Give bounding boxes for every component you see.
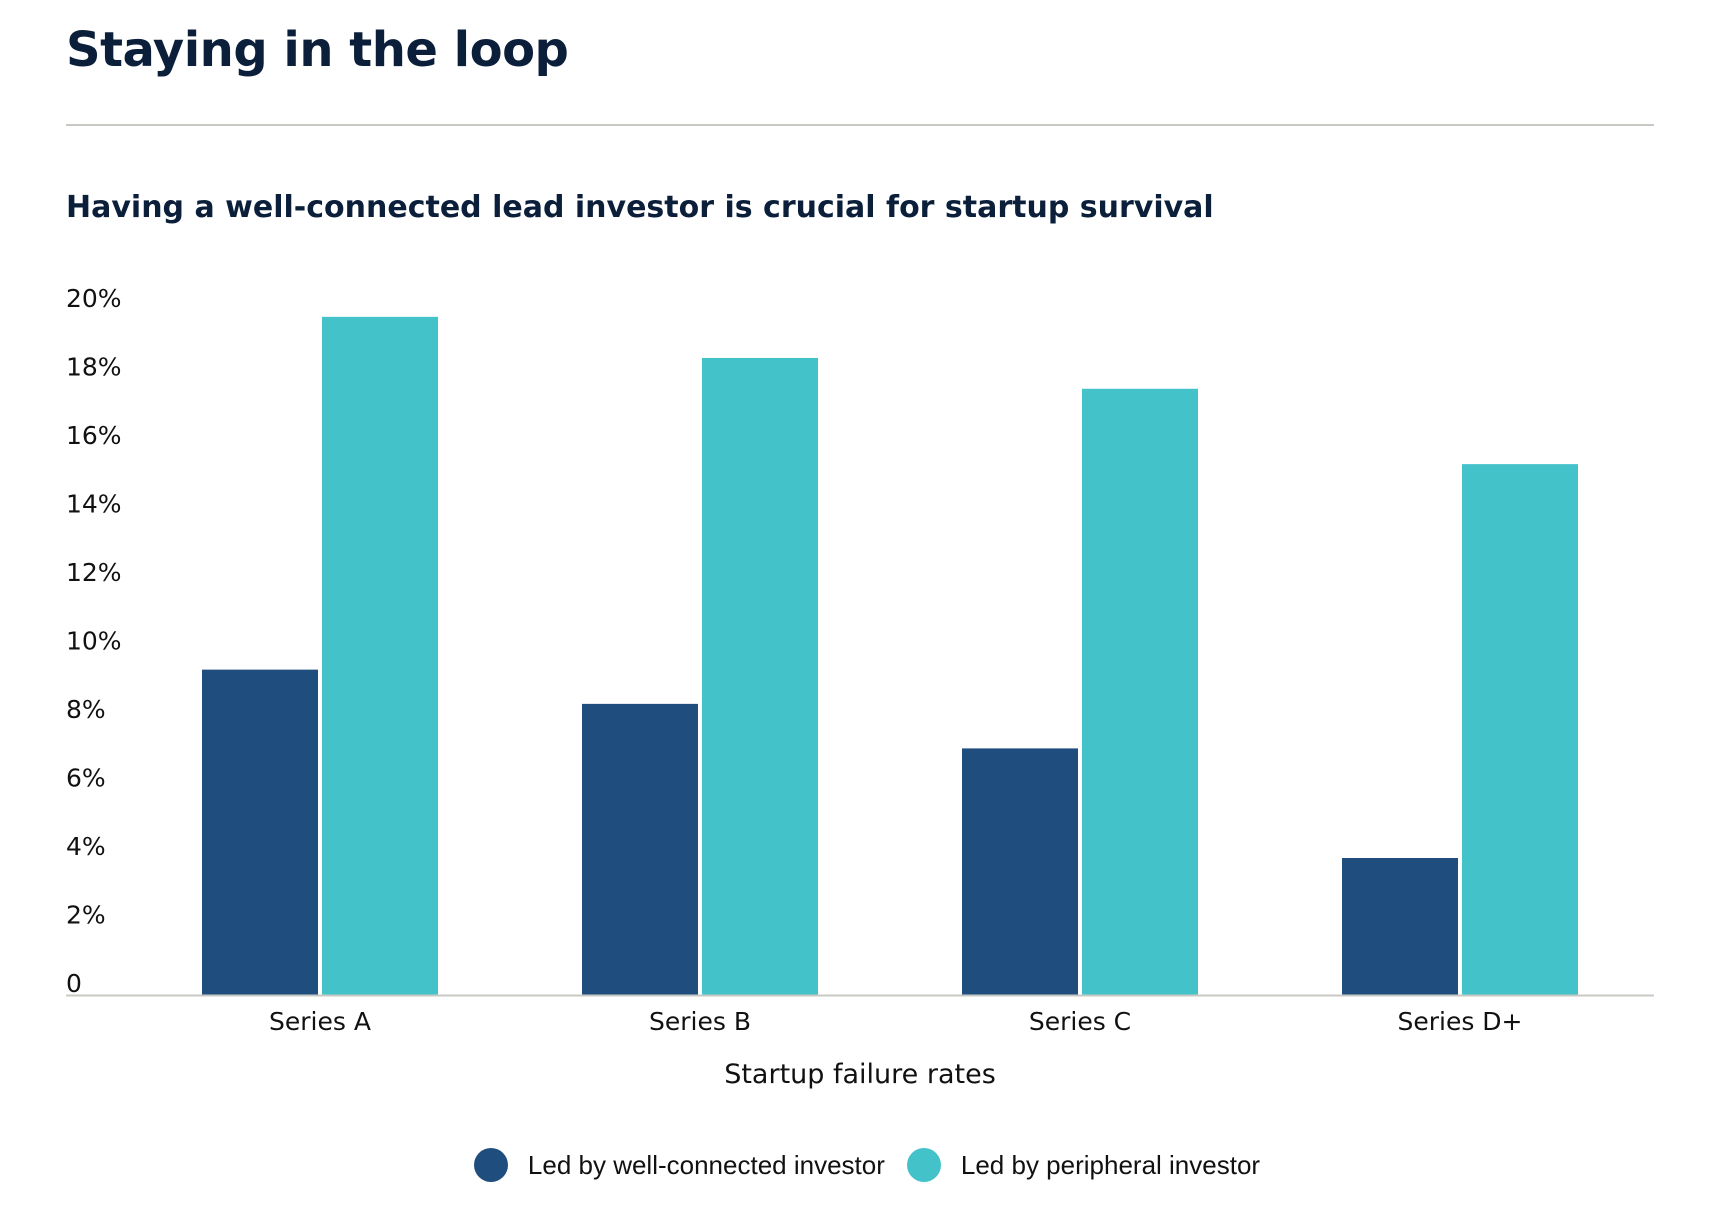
bar-well-connected	[962, 748, 1078, 995]
y-tick-label: 16%	[66, 421, 122, 450]
bar-peripheral	[322, 317, 438, 995]
legend-item-peripheral: Led by peripheral investor	[907, 1148, 1260, 1182]
legend-swatch-well-connected	[474, 1148, 508, 1182]
x-tick-label: Series D+	[1397, 1007, 1522, 1036]
y-tick-label: 10%	[66, 627, 122, 656]
bar-well-connected	[202, 670, 318, 995]
legend-swatch-peripheral	[907, 1148, 941, 1182]
legend-label-well-connected: Led by well-connected investor	[528, 1150, 885, 1181]
x-tick-label: Series B	[649, 1007, 751, 1036]
bar-peripheral	[702, 358, 818, 995]
y-tick-label: 2%	[66, 901, 106, 930]
x-tick-label: Series A	[269, 1007, 371, 1036]
y-tick-label: 14%	[66, 490, 122, 519]
legend-item-well-connected: Led by well-connected investor	[474, 1148, 885, 1182]
x-tick-label: Series C	[1029, 1007, 1131, 1036]
bar-well-connected	[1342, 858, 1458, 995]
bar-peripheral	[1462, 464, 1578, 995]
y-tick-label: 8%	[66, 695, 106, 724]
y-tick-label: 4%	[66, 832, 106, 861]
y-tick-label: 20%	[66, 284, 122, 313]
bar-well-connected	[582, 704, 698, 995]
bar-chart: 0 2% 4% 6% 8% 10% 12% 14% 16% 18% 20% Series A Serie…	[0, 0, 1734, 1206]
legend-label-peripheral: Led by peripheral investor	[961, 1150, 1260, 1181]
y-tick-label: 6%	[66, 764, 106, 793]
bar-peripheral	[1082, 389, 1198, 995]
y-tick-label: 0	[66, 969, 82, 998]
y-tick-label: 18%	[66, 353, 122, 382]
chart-legend: Led by well-connected investor Led by pe…	[0, 1148, 1734, 1182]
x-axis-title: Startup failure rates	[724, 1059, 996, 1090]
y-tick-label: 12%	[66, 558, 122, 587]
